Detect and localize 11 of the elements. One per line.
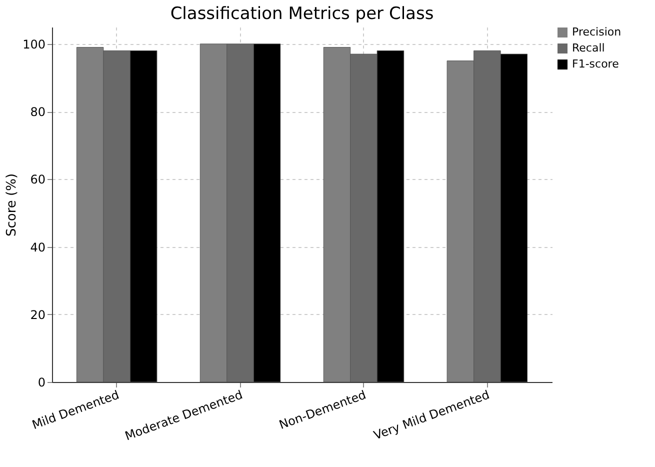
y-tick-label: 100 [22, 37, 46, 52]
y-tick-label: 20 [30, 308, 46, 322]
y-tick-label: 40 [30, 240, 46, 254]
y-tick-label: 80 [30, 105, 46, 120]
legend-label: Precision [572, 26, 622, 38]
chart-title: Classification Metrics per Class [170, 4, 434, 24]
legend-label: Recall [572, 42, 605, 54]
legend-label: F1-score [572, 58, 620, 70]
y-tick-label: 60 [30, 172, 46, 187]
y-axis-title: Score (%) [4, 173, 20, 237]
y-tick-label: 0 [38, 376, 46, 390]
